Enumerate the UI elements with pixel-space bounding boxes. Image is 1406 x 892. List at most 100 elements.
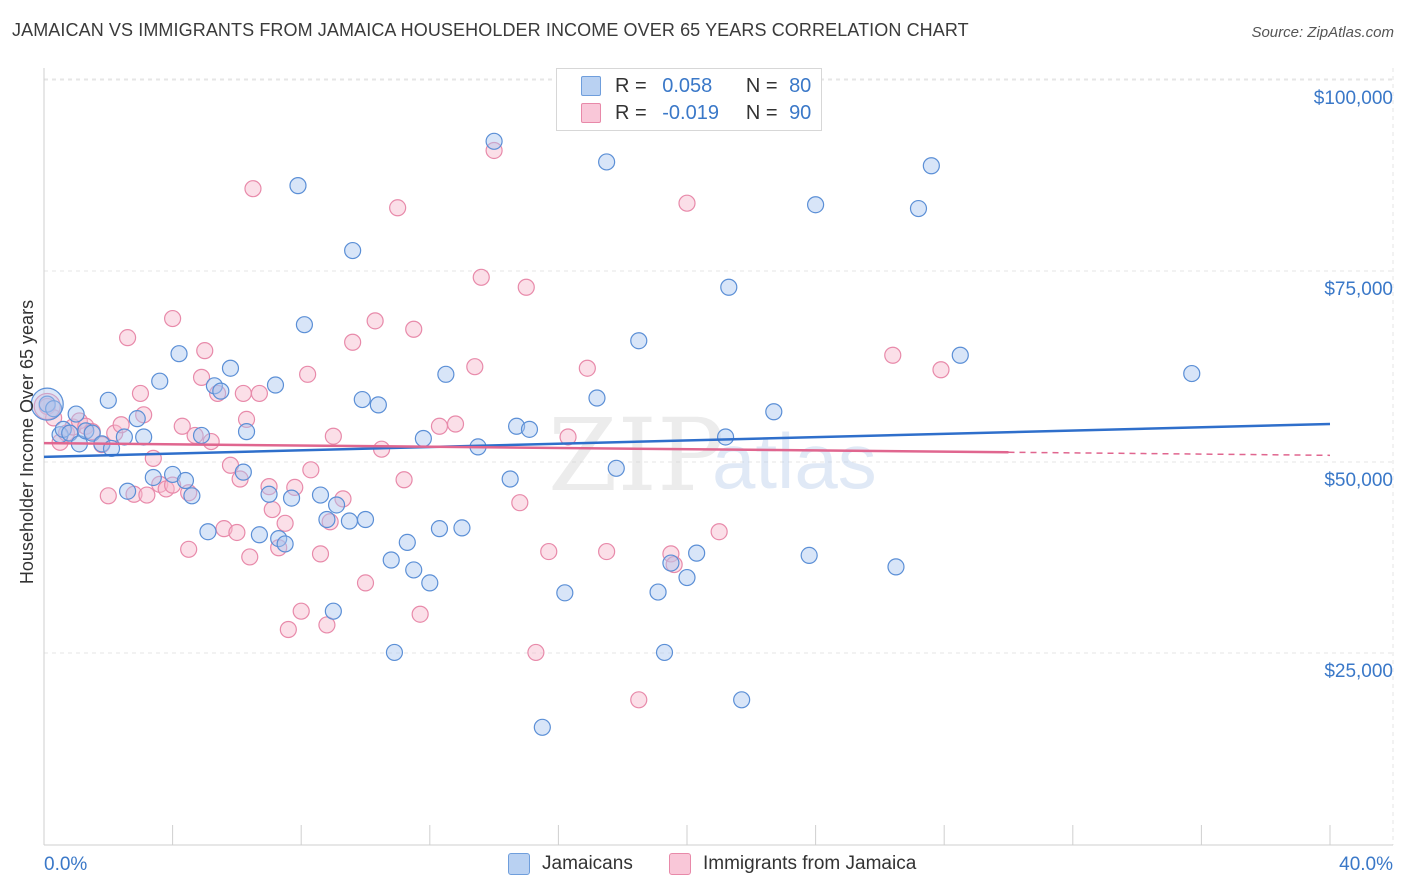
legend-r-value: -0.019 bbox=[662, 101, 719, 124]
data-point-jamaicans bbox=[520, 420, 539, 438]
x-tick-label-min: 0.0% bbox=[44, 854, 87, 875]
data-point-jamaicans bbox=[421, 574, 439, 592]
data-point-jamaicans bbox=[151, 372, 169, 390]
data-point-jamaicans bbox=[289, 177, 307, 195]
data-point-jamaicans bbox=[556, 584, 574, 602]
data-point-jamaicans bbox=[508, 417, 526, 435]
data-point-jamaicans bbox=[221, 359, 240, 377]
data-point-jamaicans bbox=[67, 405, 85, 423]
data-point-immigrants bbox=[366, 312, 384, 330]
data-point-jamaicans bbox=[598, 153, 616, 171]
data-point-immigrants bbox=[334, 490, 352, 508]
data-point-immigrants bbox=[485, 141, 503, 160]
data-point-jamaicans bbox=[176, 471, 195, 490]
data-point-immigrants bbox=[395, 471, 413, 489]
data-point-jamaicans bbox=[678, 568, 696, 587]
trend-line-immigrants-extrapolated bbox=[1008, 451, 1331, 457]
legend-swatch-blue bbox=[508, 853, 530, 875]
data-point-immigrants bbox=[630, 691, 648, 709]
data-point-jamaicans bbox=[266, 376, 285, 394]
data-point-immigrants bbox=[292, 602, 310, 620]
data-point-jamaicans bbox=[382, 551, 400, 569]
legend-n-value: 90 bbox=[789, 101, 812, 124]
data-point-jamaicans bbox=[437, 365, 455, 383]
data-point-jamaicans bbox=[144, 468, 162, 487]
data-point-immigrants bbox=[710, 523, 728, 541]
data-point-jamaicans bbox=[295, 316, 314, 334]
chart-title: JAMAICAN VS IMMIGRANTS FROM JAMAICA HOUS… bbox=[12, 20, 969, 40]
x-tick-label-max: 40.0% bbox=[1339, 854, 1393, 875]
trend-line-jamaicans bbox=[43, 422, 1331, 459]
data-point-immigrants bbox=[446, 415, 465, 433]
data-point-jamaicans bbox=[353, 390, 371, 409]
data-point-immigrants bbox=[678, 194, 696, 212]
data-point-immigrants bbox=[237, 410, 256, 429]
data-point-immigrants bbox=[559, 428, 577, 446]
data-point-jamaicans bbox=[720, 278, 738, 296]
legend-r-value: 0.058 bbox=[662, 74, 713, 97]
watermark-atlas: atlas bbox=[712, 417, 877, 505]
data-point-jamaicans bbox=[276, 535, 294, 553]
data-point-jamaicans bbox=[192, 426, 211, 445]
data-point-jamaicans bbox=[485, 132, 503, 150]
trend-line-immigrants bbox=[43, 441, 1009, 454]
data-point-immigrants bbox=[324, 427, 342, 445]
data-point-jamaicans bbox=[630, 332, 648, 350]
legend-item-jamaicans[interactable]: Jamaicans bbox=[508, 852, 633, 876]
data-point-immigrants bbox=[511, 494, 529, 512]
legend-n-label: N = bbox=[745, 74, 778, 97]
data-point-immigrants bbox=[164, 309, 182, 328]
data-point-jamaicans bbox=[501, 470, 519, 488]
data-point-jamaicans bbox=[385, 643, 404, 662]
data-point-immigrants bbox=[118, 329, 137, 347]
data-point-jamaicans bbox=[183, 487, 201, 505]
data-point-jamaicans bbox=[128, 410, 146, 428]
data-point-jamaicans bbox=[655, 643, 674, 662]
data-point-immigrants bbox=[138, 486, 156, 504]
legend-swatch-blue bbox=[581, 76, 601, 96]
data-point-jamaicans bbox=[237, 423, 256, 441]
legend-label-jamaicans: Jamaicans bbox=[542, 853, 633, 874]
data-point-immigrants bbox=[527, 643, 545, 662]
data-point-immigrants bbox=[173, 417, 191, 435]
y-axis-title: Householder Income Over 65 years bbox=[17, 300, 37, 584]
legend-n-value: 80 bbox=[789, 74, 812, 97]
data-point-jamaicans bbox=[649, 583, 667, 601]
data-point-jamaicans bbox=[83, 424, 101, 442]
data-point-immigrants bbox=[411, 605, 429, 623]
data-point-jamaicans bbox=[199, 523, 217, 541]
data-point-jamaicans bbox=[340, 512, 359, 530]
source-label: Source: ZipAtlas.com bbox=[1251, 24, 1394, 41]
data-point-jamaicans bbox=[318, 510, 336, 529]
data-point-jamaicans bbox=[430, 520, 449, 538]
data-point-jamaicans bbox=[806, 196, 825, 214]
data-point-immigrants bbox=[540, 542, 558, 561]
data-point-jamaicans bbox=[922, 157, 940, 175]
data-point-immigrants bbox=[279, 620, 297, 639]
watermark-zip: ZIP bbox=[548, 397, 724, 514]
data-point-jamaicans bbox=[356, 510, 375, 529]
y-tick-label: $100,000 bbox=[1314, 88, 1393, 109]
data-point-immigrants bbox=[598, 542, 616, 561]
data-point-immigrants bbox=[215, 520, 233, 538]
data-point-jamaicans bbox=[324, 602, 342, 620]
legend-item-immigrants[interactable]: Immigrants from Jamaica bbox=[669, 852, 916, 876]
series-jamaicans-points bbox=[30, 132, 1201, 736]
data-point-immigrants bbox=[241, 548, 259, 566]
y-tick-label: $50,000 bbox=[1324, 470, 1393, 491]
legend-r-label: R = bbox=[615, 74, 647, 97]
data-point-jamaicans bbox=[607, 459, 625, 477]
data-point-jamaicans bbox=[909, 199, 928, 218]
data-point-jamaicans bbox=[118, 482, 137, 500]
data-point-jamaicans bbox=[311, 486, 330, 504]
data-point-jamaicans bbox=[765, 403, 783, 421]
data-point-immigrants bbox=[131, 384, 150, 403]
data-point-jamaicans bbox=[588, 389, 606, 407]
x-axis-ticks bbox=[43, 825, 1331, 845]
data-point-jamaicans bbox=[45, 400, 63, 418]
data-point-immigrants bbox=[405, 320, 423, 338]
data-point-immigrants bbox=[466, 358, 484, 376]
data-point-immigrants bbox=[263, 500, 281, 519]
y-axis-labels: $25,000 $50,000 $75,000 $100,000 bbox=[1314, 88, 1393, 682]
